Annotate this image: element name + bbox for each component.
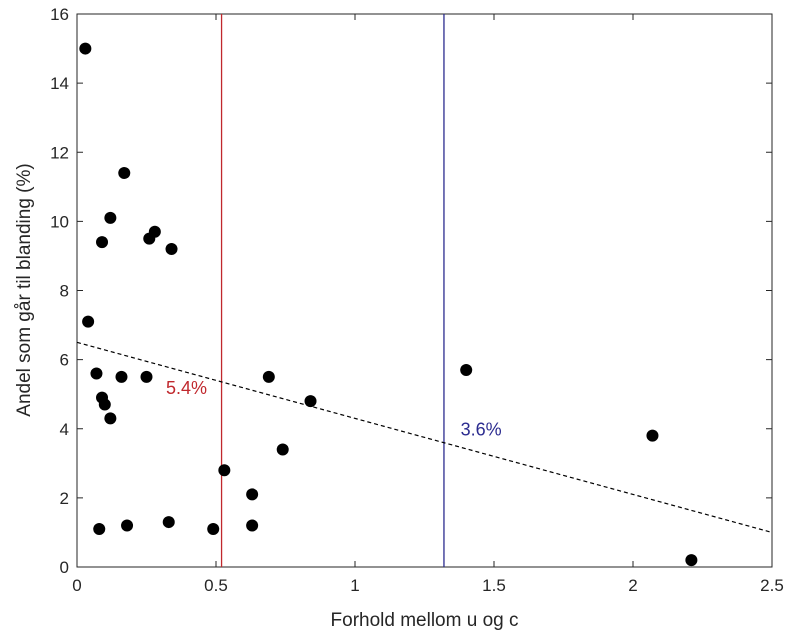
data-point — [96, 236, 109, 249]
data-point — [646, 429, 659, 442]
x-axis-title: Forhold mellom u og c — [331, 610, 519, 631]
data-point — [262, 370, 275, 383]
y-tick-label: 0 — [60, 558, 69, 577]
plot-area — [76, 13, 773, 568]
y-tick-label: 10 — [50, 212, 69, 231]
data-point — [165, 243, 178, 256]
y-tick-label: 6 — [60, 351, 69, 370]
data-point — [276, 443, 289, 456]
x-tick-label: 0.5 — [204, 576, 228, 595]
data-point — [246, 488, 259, 501]
y-tick-label: 8 — [60, 282, 69, 301]
data-point — [246, 519, 259, 532]
data-point — [104, 412, 117, 425]
x-tick-label: 0 — [72, 576, 81, 595]
line-annotation: 3.6% — [461, 420, 502, 440]
data-point — [93, 522, 106, 535]
y-tick-label: 12 — [50, 143, 69, 162]
data-point — [162, 516, 175, 529]
y-tick-label: 2 — [60, 489, 69, 508]
data-point — [207, 522, 220, 535]
data-point — [79, 42, 92, 55]
line-annotation: 5.4% — [166, 378, 207, 398]
trend-line — [76, 341, 773, 534]
x-tick-label: 2.5 — [760, 576, 784, 595]
data-point — [118, 166, 131, 179]
data-point — [121, 519, 134, 532]
x-tick-label: 1 — [350, 576, 359, 595]
data-point — [218, 464, 231, 477]
data-point — [115, 370, 128, 383]
data-points — [79, 42, 698, 567]
data-point — [460, 363, 473, 376]
x-tick-label: 2 — [628, 576, 637, 595]
x-axis-ticks: 0 0.5 1 1.5 2 2.5 — [72, 14, 784, 595]
data-point — [148, 225, 161, 238]
data-point — [90, 367, 103, 380]
y-axis-title: Andel som går til blanding (%) — [14, 163, 35, 416]
x-tick-label: 1.5 — [482, 576, 506, 595]
annotations: 5.4% 3.6% — [166, 378, 502, 439]
y-tick-label: 14 — [50, 74, 69, 93]
y-axis-ticks: 0 2 4 6 8 10 12 14 16 — [50, 5, 772, 577]
y-tick-label: 16 — [50, 5, 69, 24]
data-point — [685, 554, 698, 567]
data-point — [98, 398, 111, 411]
data-point — [104, 211, 117, 224]
y-tick-label: 4 — [60, 420, 69, 439]
trend-line-group — [76, 341, 773, 534]
data-point — [140, 370, 153, 383]
data-point — [304, 395, 317, 408]
data-point — [82, 315, 95, 328]
